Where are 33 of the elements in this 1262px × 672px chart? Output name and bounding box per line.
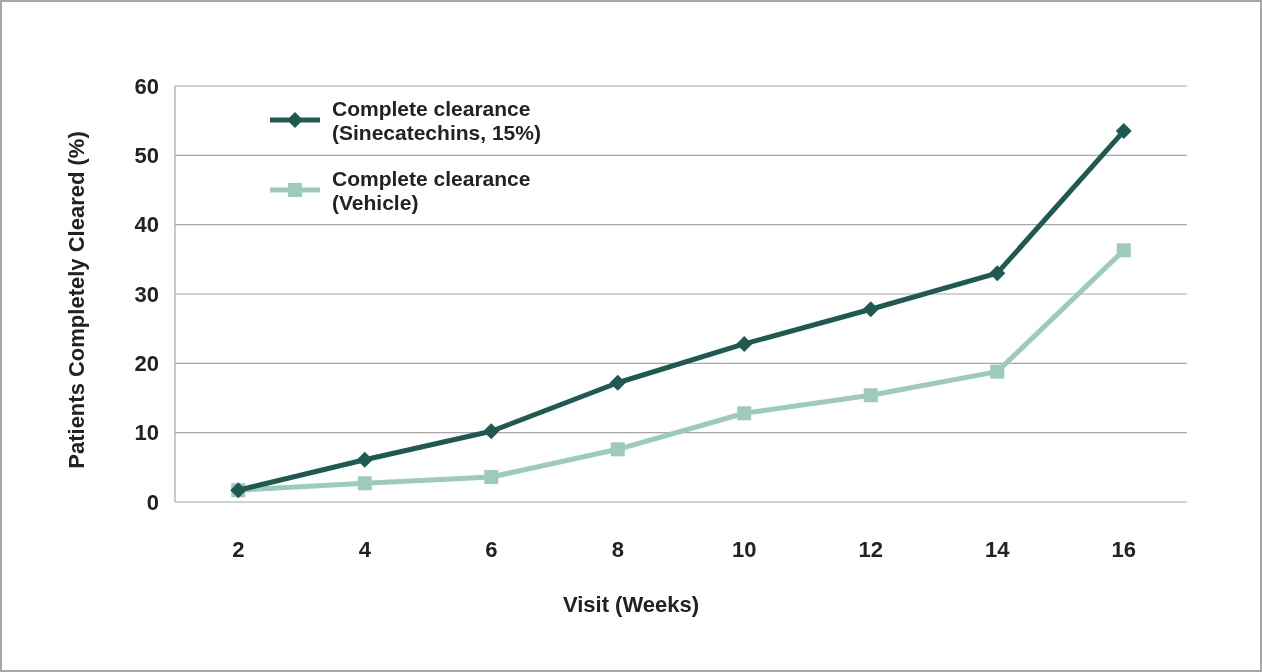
y-tick-label: 40 <box>134 212 159 238</box>
point <box>357 476 372 491</box>
legend-label: Complete clearance (Sinecatechins, 15%) <box>332 97 541 144</box>
x-tick-label: 12 <box>858 537 883 562</box>
point <box>1115 123 1132 140</box>
y-tick-label: 60 <box>134 73 159 99</box>
y-tick-label: 20 <box>134 351 159 377</box>
point <box>736 335 753 352</box>
point <box>862 301 879 318</box>
y-tick-label: 30 <box>134 281 159 307</box>
x-axis-title: Visit (Weeks) <box>562 592 700 617</box>
x-tick-label: 6 <box>485 537 498 562</box>
x-tick-label: 2 <box>232 537 245 562</box>
x-tick-label: 8 <box>611 537 624 562</box>
point <box>1116 243 1131 258</box>
x-tick-label: 14 <box>985 537 1011 562</box>
y-tick-label: 0 <box>146 489 159 515</box>
legend-label: Complete clearance (Vehicle) <box>332 167 531 214</box>
point <box>737 406 752 421</box>
point <box>989 265 1006 282</box>
point <box>990 364 1005 379</box>
x-tick-label: 16 <box>1111 537 1136 562</box>
point <box>483 423 500 440</box>
point <box>609 374 626 391</box>
y-tick-label: 10 <box>134 420 159 446</box>
x-tick-label: 4 <box>358 537 372 562</box>
x-tick-label: 10 <box>732 537 757 562</box>
y-axis-title: Patients Completely Cleared (%) <box>64 131 89 469</box>
point <box>356 451 373 468</box>
point <box>610 442 625 457</box>
y-tick-label: 50 <box>134 143 159 169</box>
point <box>863 388 878 403</box>
point <box>484 470 499 485</box>
